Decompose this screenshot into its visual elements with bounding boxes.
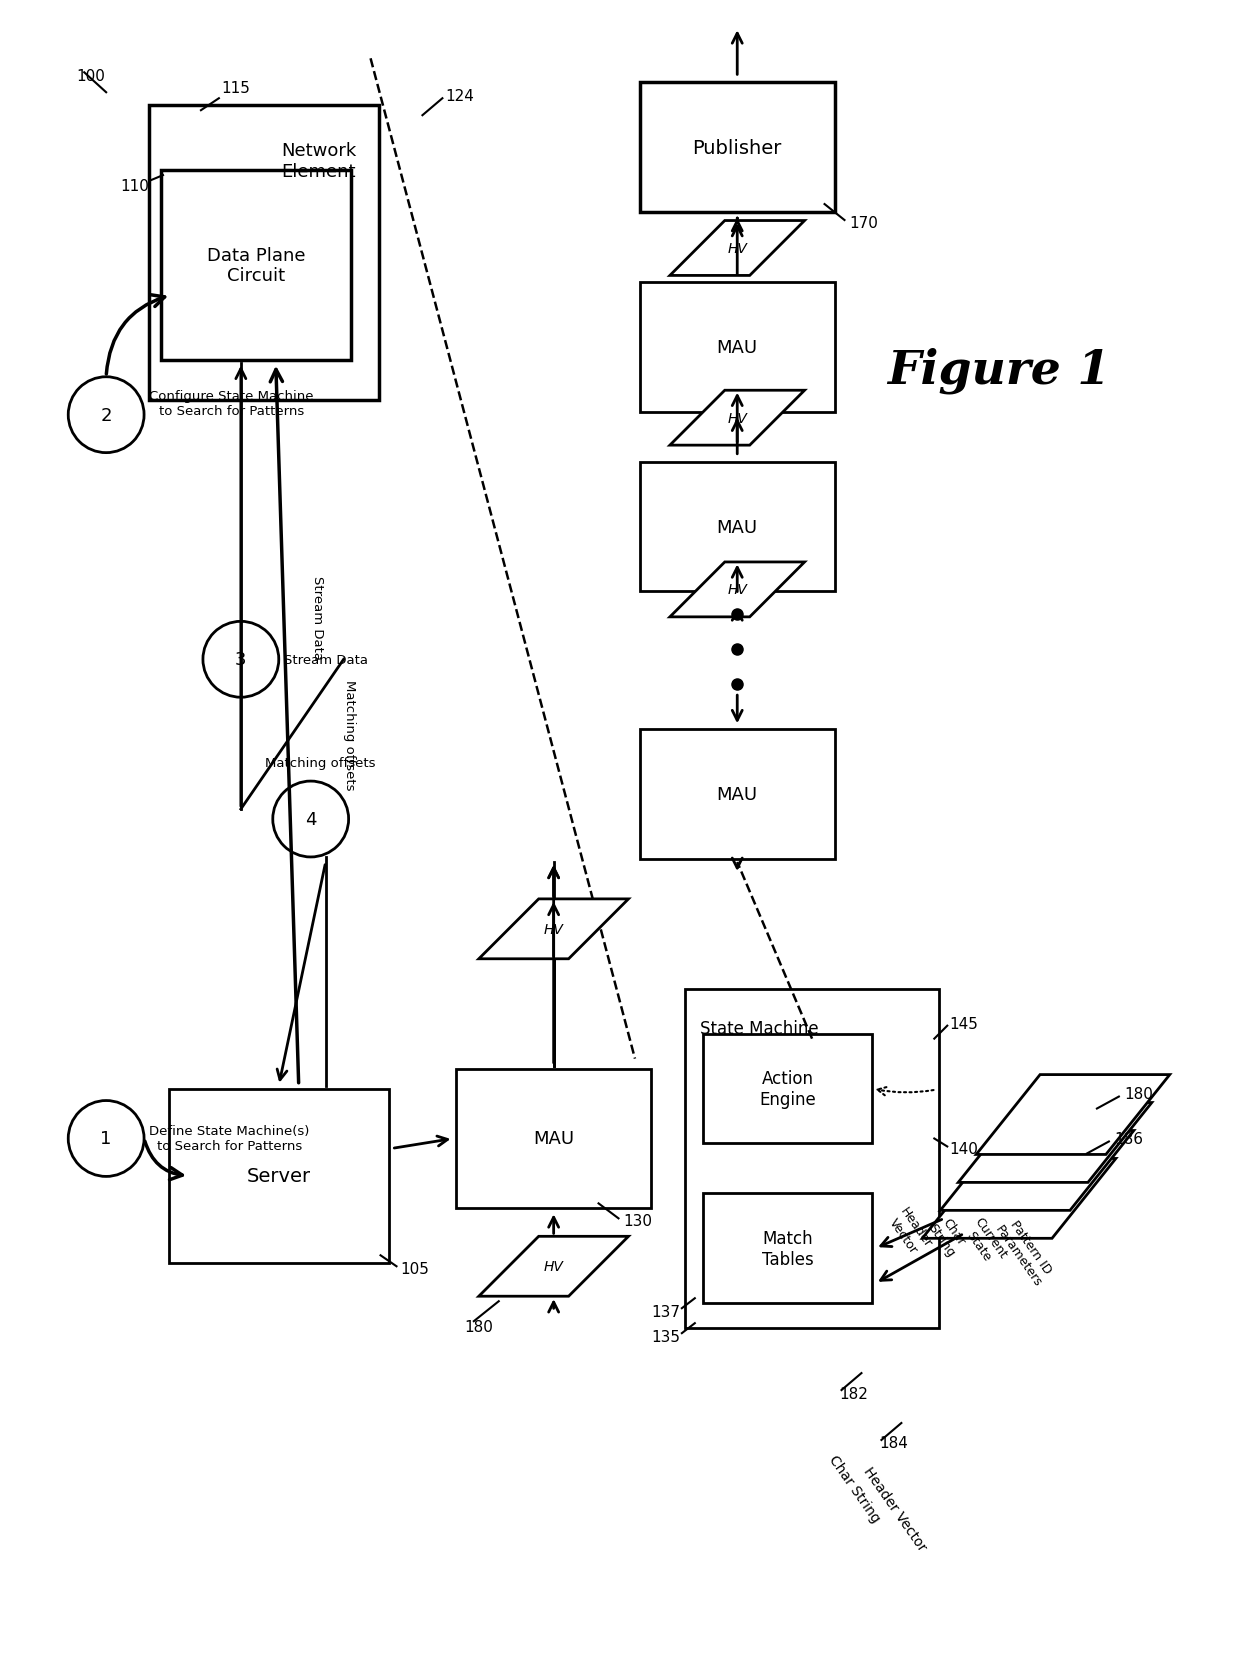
Text: HV: HV [728, 411, 748, 426]
Text: Pattern ID
Parameters: Pattern ID Parameters [992, 1213, 1056, 1289]
Text: Server: Server [247, 1167, 311, 1186]
Polygon shape [479, 1236, 629, 1296]
Text: Configure State Machine
to Search for Patterns: Configure State Machine to Search for Pa… [149, 389, 314, 418]
Text: 186: 186 [1114, 1132, 1143, 1147]
Text: 100: 100 [76, 70, 105, 85]
Polygon shape [959, 1104, 1152, 1183]
Text: HV: HV [543, 1259, 564, 1274]
Text: 4: 4 [305, 810, 316, 828]
FancyBboxPatch shape [169, 1089, 388, 1264]
Text: Matching offsets: Matching offsets [265, 757, 376, 769]
Text: Network
Element: Network Element [281, 141, 356, 181]
Text: 140: 140 [950, 1142, 978, 1157]
Text: Action
Engine: Action Engine [759, 1069, 816, 1109]
Polygon shape [976, 1075, 1169, 1155]
Polygon shape [670, 222, 805, 277]
Text: 145: 145 [950, 1016, 978, 1032]
Text: 105: 105 [401, 1261, 429, 1276]
FancyBboxPatch shape [640, 729, 835, 860]
Polygon shape [923, 1158, 1116, 1238]
Text: MAU: MAU [717, 785, 758, 804]
Text: 180: 180 [1123, 1087, 1153, 1102]
Text: MAU: MAU [717, 338, 758, 356]
Text: State Machine: State Machine [701, 1019, 818, 1037]
Text: MAU: MAU [533, 1130, 574, 1148]
FancyBboxPatch shape [684, 989, 939, 1329]
Text: HV: HV [728, 242, 748, 255]
Text: Define State Machine(s)
to Search for Patterns: Define State Machine(s) to Search for Pa… [149, 1125, 310, 1153]
Text: 137: 137 [651, 1304, 680, 1319]
FancyBboxPatch shape [640, 83, 835, 212]
FancyBboxPatch shape [149, 106, 378, 401]
Polygon shape [940, 1130, 1133, 1211]
FancyBboxPatch shape [456, 1069, 651, 1208]
Polygon shape [670, 391, 805, 446]
Text: Matching offsets: Matching offsets [342, 679, 356, 790]
Text: 1: 1 [100, 1130, 112, 1148]
Text: HV: HV [543, 923, 564, 936]
Text: 124: 124 [445, 89, 474, 104]
Text: 2: 2 [100, 406, 112, 424]
Text: Current
State: Current State [960, 1215, 1009, 1269]
Text: 184: 184 [879, 1435, 908, 1450]
Text: 182: 182 [839, 1385, 868, 1400]
Text: Figure 1: Figure 1 [888, 348, 1111, 394]
Text: MAU: MAU [717, 519, 758, 537]
FancyBboxPatch shape [161, 171, 351, 361]
FancyBboxPatch shape [703, 1034, 873, 1143]
FancyBboxPatch shape [703, 1193, 873, 1304]
Text: Char
String: Char String [925, 1211, 970, 1259]
Text: Data Plane
Circuit: Data Plane Circuit [207, 247, 305, 285]
Polygon shape [670, 563, 805, 618]
Text: 3: 3 [236, 651, 247, 669]
Text: Stream Data: Stream Data [284, 653, 368, 666]
Text: 130: 130 [624, 1213, 652, 1228]
FancyBboxPatch shape [640, 283, 835, 413]
Text: Publisher: Publisher [693, 139, 782, 157]
Text: 110: 110 [120, 179, 149, 194]
FancyBboxPatch shape [640, 462, 835, 592]
Text: 115: 115 [221, 81, 249, 96]
Text: Header
Vector: Header Vector [885, 1205, 934, 1259]
Text: HV: HV [728, 583, 748, 597]
Text: Match
Tables: Match Tables [761, 1229, 813, 1268]
Text: 180: 180 [464, 1319, 492, 1334]
Text: Char String: Char String [826, 1452, 883, 1524]
Text: Stream Data: Stream Data [311, 577, 324, 659]
Text: Header Vector: Header Vector [861, 1463, 929, 1553]
Text: 170: 170 [849, 215, 878, 230]
Text: 135: 135 [651, 1329, 680, 1344]
Polygon shape [479, 900, 629, 959]
